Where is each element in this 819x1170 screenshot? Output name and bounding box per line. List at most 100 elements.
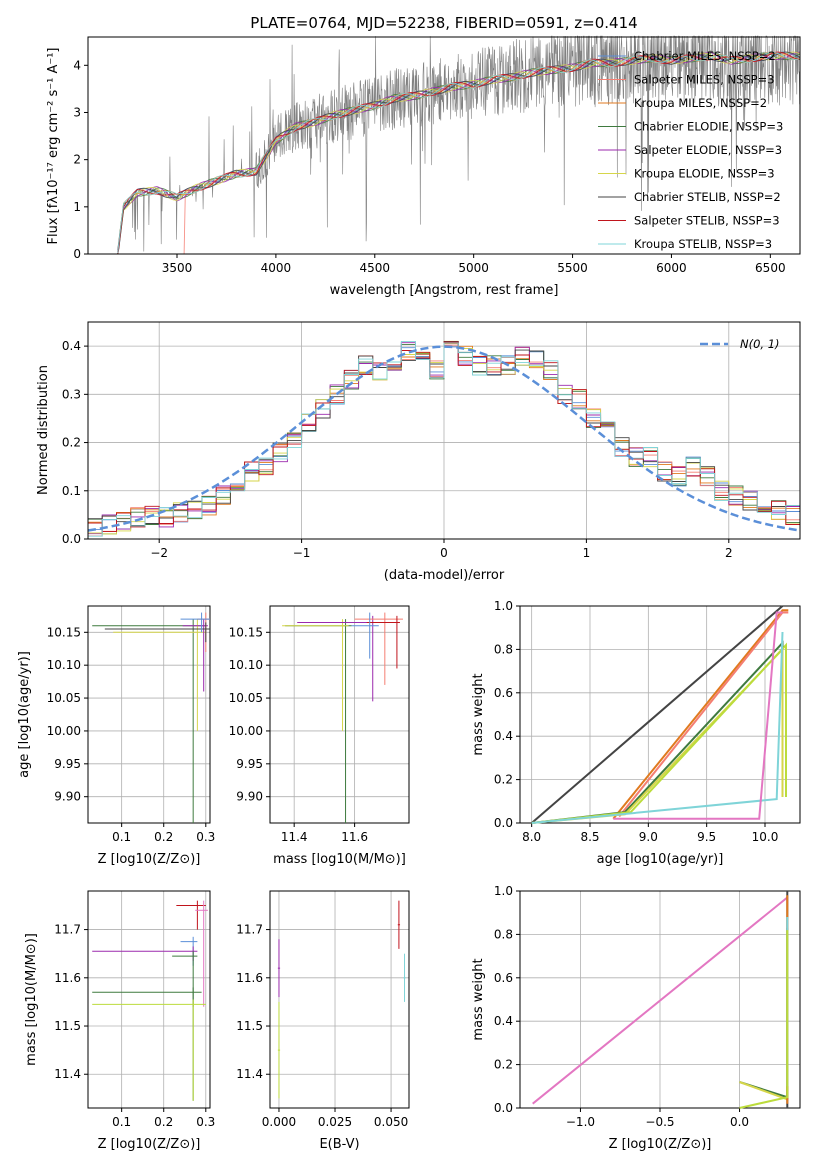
x-tick-label: 0 <box>440 546 448 560</box>
spectrum-legend: Chabrier MILES, NSSP=2 Salpeter MILES, NS… <box>598 49 783 251</box>
x-tick-label: 11.6 <box>341 830 368 844</box>
y-tick-label: 10.05 <box>47 691 81 705</box>
legend-entry: Kroupa MILES, NSSP=2 <box>634 96 767 110</box>
x-tick-label: 11.4 <box>281 830 308 844</box>
weight-age-line <box>531 631 784 824</box>
y-tick-label: 10.15 <box>47 625 81 639</box>
residuals-xlabel: (data-model)/error <box>384 568 505 583</box>
weight-age-line <box>531 640 784 824</box>
y-tick-label: 11.4 <box>54 1067 81 1081</box>
x-tick-label: 0.1 <box>112 1115 131 1129</box>
y-tick-label: 11.7 <box>236 923 263 937</box>
age-vs-Z-panel: 0.1 0.2 0.3 9.90 9.95 10.00 10.05 10.10 10.15 Z [… <box>17 605 215 867</box>
y-tick-label: 0.0 <box>494 816 513 830</box>
weight-vs-Z-panel: −1.0 −0.5 0.0 0.0 0.2 0.4 0.6 0.8 1.0 Z [log10(Z/… <box>471 884 801 1152</box>
y-tick-label: 0.2 <box>494 773 513 787</box>
x-tick-label: −0.5 <box>645 1115 674 1129</box>
y-tick-label: 0.4 <box>62 339 81 353</box>
y-tick-label: 10.00 <box>47 724 81 738</box>
x-tick-label: 0.000 <box>262 1115 296 1129</box>
weight-age-line <box>612 609 789 820</box>
panel-frame <box>87 605 211 824</box>
panel-xlabel: Z [log10(Z/Z⊙)] <box>609 1137 712 1152</box>
spectrum-xlabel: wavelength [Angstrom, rest frame] <box>330 283 559 298</box>
normal-distribution-curve <box>87 345 801 532</box>
x-tick-label: 1 <box>583 546 591 560</box>
y-tick-label: 1.0 <box>494 884 513 898</box>
panel-axes: 8.0 8.5 9.0 9.5 10.0 0.0 0.2 0.4 0.6 0.8 1.0 <box>494 599 800 844</box>
x-tick-label: 8.5 <box>580 830 599 844</box>
y-tick-label: 0.6 <box>494 686 513 700</box>
legend-entry: Chabrier STELIB, NSSP=2 <box>634 190 781 204</box>
y-tick-label: 11.5 <box>236 1019 263 1033</box>
panel-axes: 0.000 0.025 0.050 11.4 11.5 11.6 11.7 <box>236 891 409 1129</box>
weight-Z-line <box>739 934 789 1101</box>
y-tick-label: 3 <box>73 105 81 119</box>
x-tick-label: 6000 <box>656 261 687 275</box>
panel-frame <box>519 605 801 824</box>
x-tick-label: 0.1 <box>112 830 131 844</box>
x-tick-label: 5500 <box>557 261 588 275</box>
model-spectrum-line <box>117 51 801 255</box>
panel-axes: −1.0 −0.5 0.0 0.0 0.2 0.4 0.6 0.8 1.0 <box>494 884 800 1129</box>
panel-frame <box>519 890 801 1109</box>
y-tick-label: 11.6 <box>54 971 81 985</box>
residuals-panel: −2 −1 0 1 2 0.0 0.1 0.2 0.3 0.4 N(0, 1) (data-mod… <box>36 321 801 583</box>
y-tick-label: 9.95 <box>236 757 263 771</box>
y-tick-label: 0.2 <box>494 1058 513 1072</box>
x-tick-label: 0.2 <box>154 830 173 844</box>
y-tick-label: 10.00 <box>229 724 263 738</box>
panel-ylabel: mass [log10(M/M⊙)] <box>24 933 39 1066</box>
legend-entry: Chabrier MILES, NSSP=2 <box>634 49 776 63</box>
panel-ylabel: mass weight <box>471 673 486 755</box>
x-tick-label: −1.0 <box>566 1115 595 1129</box>
x-tick-label: 4500 <box>360 261 391 275</box>
legend-entry: N(0, 1) <box>740 337 780 351</box>
residual-histogram <box>87 340 800 539</box>
y-tick-label: 11.4 <box>236 1067 263 1081</box>
y-tick-label: 0.3 <box>62 387 81 401</box>
panel-xlabel: age [log10(age/yr)] <box>597 852 724 867</box>
x-tick-label: 0.0 <box>730 1115 749 1129</box>
y-tick-label: 0.8 <box>494 642 513 656</box>
y-tick-label: 0.4 <box>494 729 513 743</box>
residuals-ylabel: Normed distribution <box>36 365 51 495</box>
panel-frame <box>269 605 410 824</box>
weight-age-line <box>531 642 787 824</box>
y-tick-label: 1.0 <box>494 599 513 613</box>
x-tick-label: 4000 <box>261 261 292 275</box>
residuals-legend: N(0, 1) <box>700 337 780 351</box>
age-vs-mass-panel: 11.4 11.6 9.90 9.95 10.00 10.05 10.10 10.15 mass… <box>229 605 410 867</box>
y-tick-label: 0.1 <box>62 484 81 498</box>
panel-axes: 11.4 11.6 9.90 9.95 10.00 10.05 10.10 10.15 <box>229 606 409 844</box>
spectrum-ylabel: Flux [fλ10⁻¹⁷ erg cm⁻² s⁻¹ A⁻¹] <box>46 48 61 245</box>
residuals-histograms <box>87 340 801 539</box>
y-tick-label: 0.2 <box>62 436 81 450</box>
x-tick-label: 0.3 <box>196 1115 215 1129</box>
model-spectrum-line <box>117 51 801 252</box>
x-tick-label: 0.3 <box>196 830 215 844</box>
x-tick-label: 0.2 <box>154 1115 173 1129</box>
panel-xlabel: Z [log10(Z/Z⊙)] <box>98 852 201 867</box>
panel-axes: 0.1 0.2 0.3 11.4 11.5 11.6 11.7 <box>54 891 215 1129</box>
model-spectrum-line <box>117 51 801 254</box>
panel-ylabel: age [log10(age/yr)] <box>17 651 32 778</box>
spectrum-title: PLATE=0764, MJD=52238, FIBERID=0591, z=0… <box>250 14 637 32</box>
y-tick-label: 0.6 <box>494 971 513 985</box>
y-tick-label: 11.6 <box>236 971 263 985</box>
y-tick-label: 2 <box>73 153 81 167</box>
x-tick-label: 8.0 <box>522 830 541 844</box>
x-tick-label: 3500 <box>162 261 193 275</box>
y-tick-label: 9.90 <box>236 790 263 804</box>
legend-entry: Chabrier ELODIE, NSSP=3 <box>634 120 783 134</box>
x-tick-label: 9.0 <box>639 830 658 844</box>
y-tick-label: 4 <box>73 58 81 72</box>
x-tick-label: −1 <box>293 546 311 560</box>
y-tick-label: 1 <box>73 200 81 214</box>
x-tick-label: 2 <box>725 546 733 560</box>
weight-Z-line <box>739 927 789 1099</box>
y-tick-label: 11.5 <box>54 1019 81 1033</box>
y-tick-label: 11.7 <box>54 923 81 937</box>
panel-xlabel: Z [log10(Z/Z⊙)] <box>98 1137 201 1152</box>
